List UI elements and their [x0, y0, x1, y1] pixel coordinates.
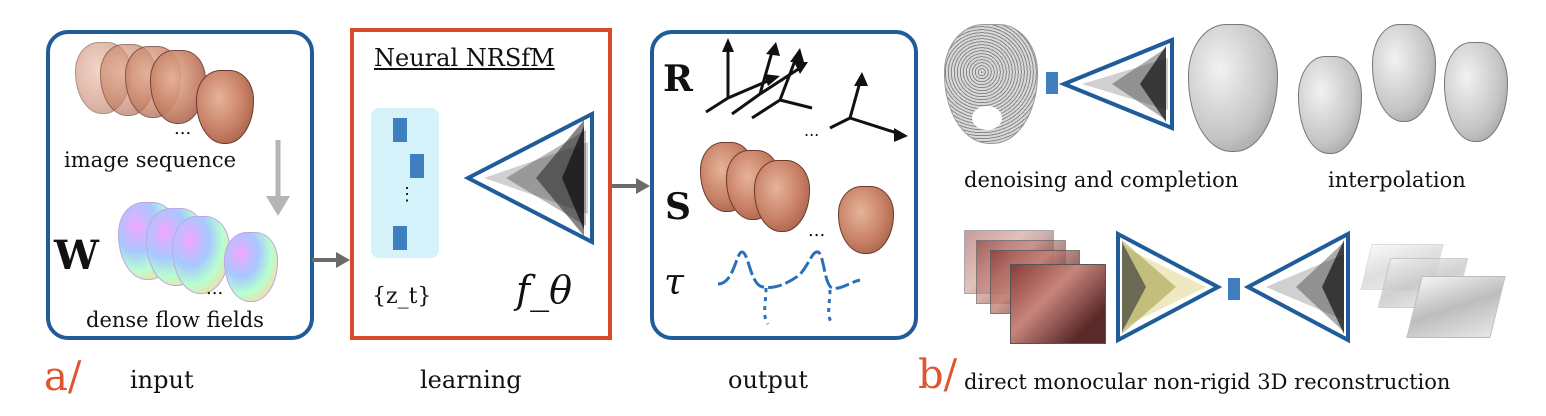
- latent-block-3: [393, 226, 407, 250]
- learning-caption: learning: [420, 366, 522, 394]
- image-sequence-label: image sequence: [64, 148, 237, 172]
- terrain-surface-3: [1406, 276, 1506, 338]
- latent-vdots: ⋮: [398, 184, 416, 205]
- neural-nrsfm-title: Neural NRSfM: [374, 44, 555, 72]
- denoising-label: denoising and completion: [964, 168, 1239, 192]
- shape-face-4: [838, 186, 894, 254]
- shape-ellipsis: ...: [808, 220, 826, 241]
- latent-code-denoise: [1046, 72, 1058, 94]
- down-arrow: [266, 140, 290, 216]
- flow-face-4: [224, 232, 278, 302]
- interp-face-2: [1372, 24, 1436, 122]
- flow-ellipsis: ...: [206, 278, 224, 299]
- tau-curve: [717, 250, 861, 325]
- rotation-axes: ...: [705, 38, 908, 142]
- latent-code-direct: [1228, 278, 1240, 300]
- latent-block-1: [393, 118, 407, 142]
- encoder-network: [1116, 230, 1223, 344]
- f-theta-label: f_θ: [516, 268, 572, 312]
- completed-face: [1188, 24, 1278, 152]
- arrow-learning-to-output: [612, 178, 650, 194]
- sequence-face-5: [196, 70, 254, 144]
- arrow-input-to-learning: [312, 252, 350, 268]
- dense-flow-label: dense flow fields: [86, 308, 264, 332]
- noisy-face-hole: [972, 106, 1002, 130]
- shape-face-3: [754, 160, 810, 232]
- z-label: {z_t}: [372, 284, 432, 309]
- output-caption: output: [728, 366, 809, 394]
- latent-block-2: [410, 154, 424, 178]
- s-symbol: S: [665, 186, 691, 228]
- input-caption: input: [130, 366, 194, 394]
- sequence-ellipsis: ...: [174, 118, 192, 139]
- direct-reconstruction-label: direct monocular non-rigid 3D reconstruc…: [964, 370, 1451, 394]
- interpolation-label: interpolation: [1328, 168, 1466, 192]
- panel-a-label: a/: [44, 354, 82, 400]
- decoder-network: [463, 110, 594, 246]
- panel-b-label: b/: [918, 352, 958, 398]
- tau-symbol: τ: [664, 262, 684, 303]
- w-symbol: W: [54, 232, 99, 279]
- svg-text:...: ...: [804, 121, 819, 140]
- video-frame-4: [1010, 264, 1106, 344]
- decoder-denoise: [1058, 37, 1174, 131]
- interp-face-1: [1298, 56, 1362, 154]
- flow-face-3: [172, 216, 230, 294]
- r-symbol: R: [663, 58, 693, 100]
- decoder-direct: [1243, 230, 1350, 344]
- interp-face-3: [1444, 42, 1508, 142]
